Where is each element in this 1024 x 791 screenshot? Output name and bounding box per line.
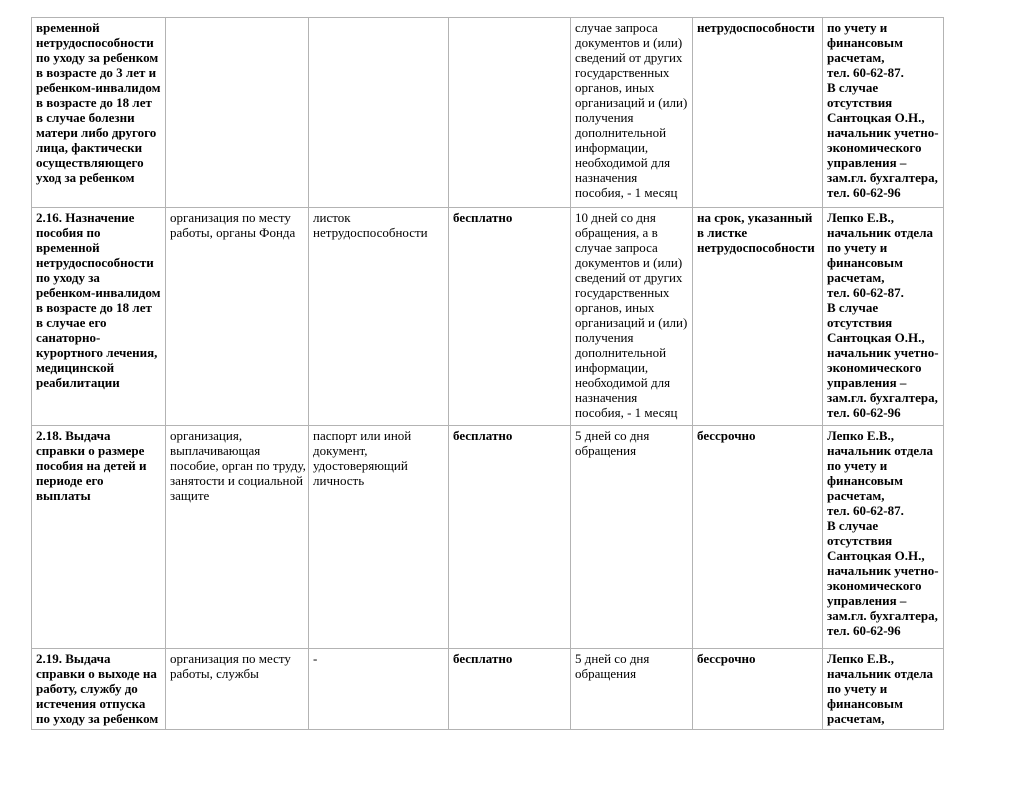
documents-cell bbox=[308, 17, 449, 208]
authority-cell bbox=[165, 17, 309, 208]
table-row: 2.19. Выдача справки о выходе на работу,… bbox=[31, 648, 944, 730]
responsible-cell: Лепко Е.В., начальник отдела по учету и … bbox=[822, 648, 944, 730]
procedure-cell: 2.16. Назначение пособия по временной не… bbox=[31, 207, 166, 426]
fee-cell: бесплатно bbox=[448, 425, 571, 649]
term-cell: 5 дней со дня обращения bbox=[570, 425, 693, 649]
responsible-cell: по учету и финансовым расчетам, тел. 60-… bbox=[822, 17, 944, 208]
validity-cell: на срок, указанный в листке нетрудоспосо… bbox=[692, 207, 823, 426]
table-row: 2.18. Выдача справки о размере пособия н… bbox=[31, 425, 944, 649]
term-cell: 5 дней со дня обращения bbox=[570, 648, 693, 730]
fee-cell bbox=[448, 17, 571, 208]
validity-cell: бессрочно bbox=[692, 648, 823, 730]
responsible-cell: Лепко Е.В., начальник отдела по учету и … bbox=[822, 207, 944, 426]
authority-cell: организация, выплачивающая пособие, орга… bbox=[165, 425, 309, 649]
authority-cell: организация по месту работы, органы Фонд… bbox=[165, 207, 309, 426]
table-row: 2.16. Назначение пособия по временной не… bbox=[31, 207, 944, 426]
term-cell: 10 дней со дня обращения, а в случае зап… bbox=[570, 207, 693, 426]
fee-cell: бесплатно bbox=[448, 207, 571, 426]
term-cell: случае запроса документов и (или) сведен… bbox=[570, 17, 693, 208]
documents-cell: листок нетрудоспособности bbox=[308, 207, 449, 426]
table-row: временной нетрудоспособности по уходу за… bbox=[31, 17, 944, 208]
validity-cell: нетрудоспособности bbox=[692, 17, 823, 208]
procedures-table: временной нетрудоспособности по уходу за… bbox=[31, 17, 944, 730]
procedure-cell: 2.18. Выдача справки о размере пособия н… bbox=[31, 425, 166, 649]
responsible-cell: Лепко Е.В., начальник отдела по учету и … bbox=[822, 425, 944, 649]
validity-cell: бессрочно bbox=[692, 425, 823, 649]
procedure-cell: 2.19. Выдача справки о выходе на работу,… bbox=[31, 648, 166, 730]
documents-cell: паспорт или иной документ, удостоверяющи… bbox=[308, 425, 449, 649]
authority-cell: организация по месту работы, службы bbox=[165, 648, 309, 730]
fee-cell: бесплатно bbox=[448, 648, 571, 730]
procedure-cell: временной нетрудоспособности по уходу за… bbox=[31, 17, 166, 208]
documents-cell: - bbox=[308, 648, 449, 730]
